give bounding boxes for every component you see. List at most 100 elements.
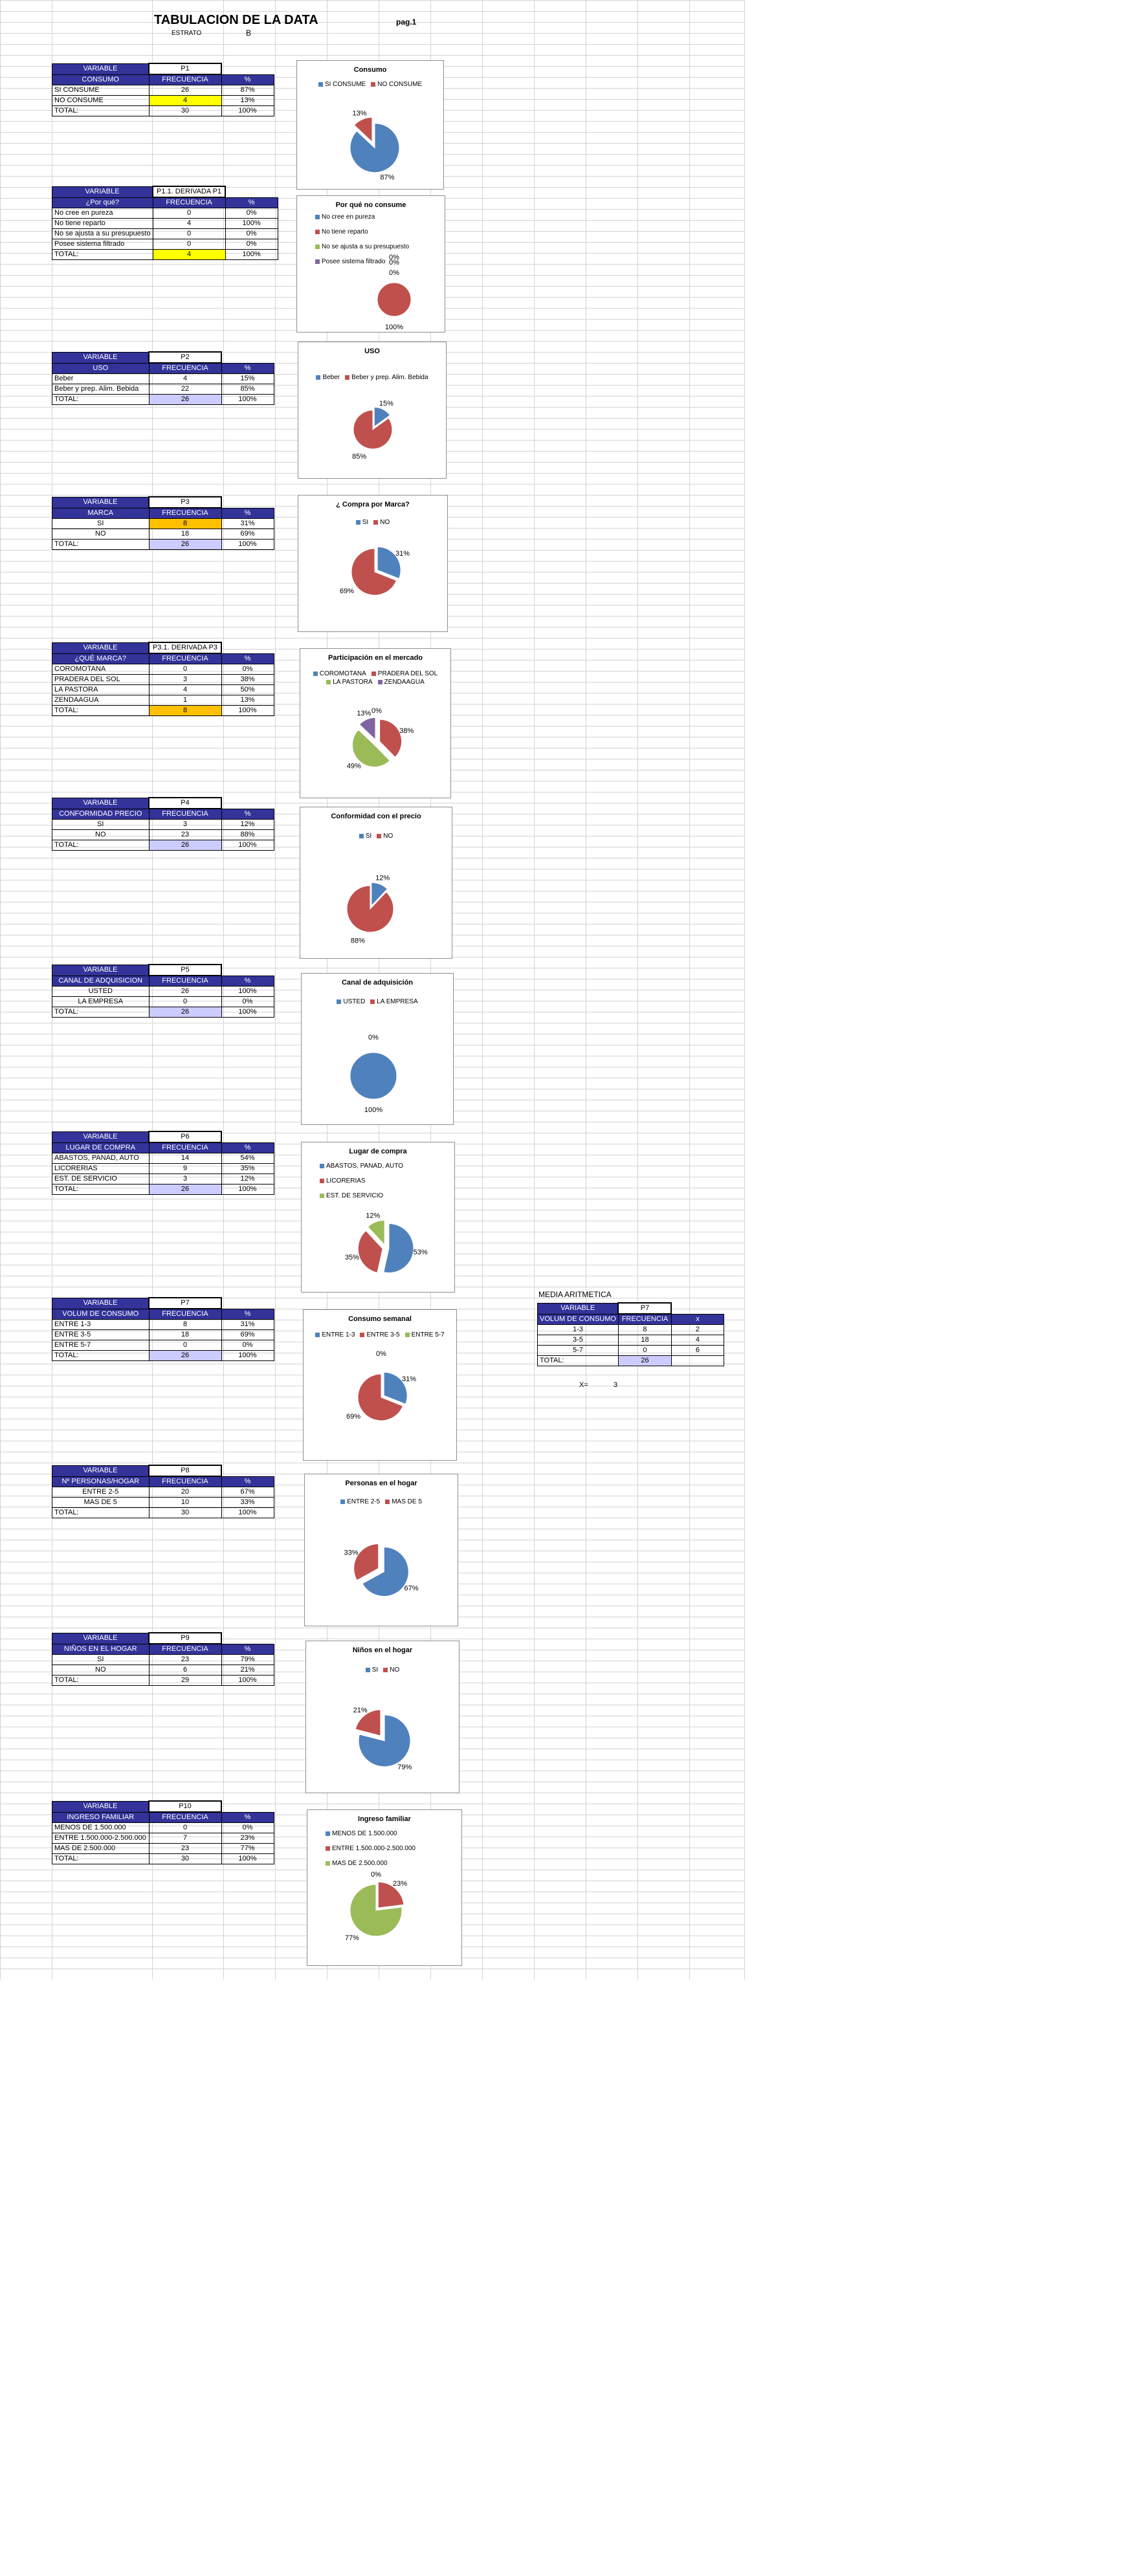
row-label[interactable]: LICORERIAS: [52, 1163, 150, 1174]
total-percent[interactable]: 100%: [221, 1350, 274, 1361]
row-label[interactable]: Beber: [52, 373, 150, 384]
row-frequency[interactable]: 14: [148, 1153, 222, 1164]
pie-chart[interactable]: Niños en el hogar SI NO 79% 21%: [305, 1641, 460, 1793]
variable-code[interactable]: P5: [148, 964, 222, 976]
row-percent[interactable]: 31%: [221, 518, 274, 529]
row-percent[interactable]: 100%: [225, 218, 278, 229]
row-label[interactable]: EST. DE SERVICIO: [52, 1173, 150, 1184]
total-frequency[interactable]: 26: [148, 1350, 222, 1361]
pie-chart[interactable]: Participación en el mercado COROMOTANA PRA…: [300, 648, 451, 798]
pie-chart[interactable]: ¿ Compra por Marca? SI NO 31% 69%: [298, 495, 448, 632]
row-percent[interactable]: 85%: [221, 384, 274, 395]
variable-code[interactable]: P7: [148, 1297, 222, 1309]
row-frequency[interactable]: 23: [148, 1843, 222, 1854]
media-cell[interactable]: 5-7: [537, 1345, 619, 1356]
total-frequency[interactable]: 26: [148, 539, 222, 550]
variable-code[interactable]: P1.1. DERIVADA P1: [152, 186, 227, 198]
row-frequency[interactable]: 26: [148, 986, 222, 997]
pie-slice[interactable]: [359, 717, 376, 741]
pie-slice[interactable]: [349, 1884, 403, 1937]
media-result-value[interactable]: 3: [614, 1381, 618, 1389]
pie-slice[interactable]: [377, 282, 412, 317]
row-label[interactable]: PRADERA DEL SOL: [52, 674, 150, 685]
row-frequency[interactable]: 10: [148, 1497, 222, 1508]
total-frequency[interactable]: 26: [148, 1007, 222, 1018]
row-percent[interactable]: 100%: [221, 986, 274, 997]
media-cell[interactable]: 4: [670, 1335, 724, 1346]
row-percent[interactable]: 79%: [221, 1654, 274, 1665]
row-percent[interactable]: 88%: [221, 829, 274, 840]
row-frequency[interactable]: 0: [152, 239, 226, 250]
media-total-value[interactable]: 26: [617, 1355, 672, 1366]
row-frequency[interactable]: 0: [148, 996, 222, 1007]
total-percent[interactable]: 100%: [221, 1675, 274, 1686]
row-percent[interactable]: 69%: [221, 529, 274, 540]
row-label[interactable]: LA EMPRESA: [52, 996, 150, 1007]
row-percent[interactable]: 0%: [221, 1340, 274, 1351]
variable-code[interactable]: P4: [148, 797, 222, 809]
row-percent[interactable]: 35%: [221, 1163, 274, 1174]
variable-code[interactable]: P1: [148, 63, 222, 75]
pie-slice[interactable]: [346, 885, 394, 933]
variable-code[interactable]: P10: [148, 1800, 222, 1813]
row-percent[interactable]: 0%: [225, 239, 278, 250]
row-percent[interactable]: 15%: [221, 373, 274, 384]
total-frequency[interactable]: 4: [152, 249, 226, 260]
pie-chart[interactable]: Canal de adquisición USTED LA EMPRESA 100% 0…: [301, 973, 454, 1125]
pie-chart[interactable]: Ingreso familiar MENOS DE 1.500.000 ENTRE …: [307, 1809, 462, 1966]
row-label[interactable]: USTED: [52, 986, 150, 997]
media-cell[interactable]: 6: [670, 1345, 724, 1356]
row-percent[interactable]: 69%: [221, 1329, 274, 1340]
row-label[interactable]: MENOS DE 1.500.000: [52, 1822, 150, 1833]
row-frequency[interactable]: 0: [148, 1822, 222, 1833]
row-label[interactable]: No se ajusta a su presupuesto: [52, 228, 153, 239]
row-label[interactable]: ABASTOS, PANAD, AUTO: [52, 1153, 150, 1164]
pie-slice[interactable]: [349, 123, 400, 173]
pie-slice[interactable]: [383, 1223, 414, 1273]
total-frequency[interactable]: 26: [148, 1184, 222, 1195]
row-frequency[interactable]: 23: [148, 829, 222, 840]
pie-slice[interactable]: [383, 1371, 408, 1405]
row-frequency[interactable]: 20: [148, 1487, 222, 1498]
row-label[interactable]: SI: [52, 819, 150, 830]
variable-code[interactable]: P3.1. DERIVADA P3: [148, 642, 222, 654]
total-percent[interactable]: 100%: [221, 840, 274, 851]
row-percent[interactable]: 0%: [221, 996, 274, 1007]
pie-slice[interactable]: [351, 548, 397, 596]
row-frequency[interactable]: 18: [148, 529, 222, 540]
row-percent[interactable]: 13%: [221, 695, 274, 706]
row-frequency[interactable]: 0: [152, 228, 226, 239]
pie-slice[interactable]: [367, 1219, 385, 1246]
row-label[interactable]: Posee sistema filtrado: [52, 239, 153, 250]
pie-slice[interactable]: [353, 1543, 379, 1581]
variable-code[interactable]: P8: [148, 1465, 222, 1477]
row-percent[interactable]: 54%: [221, 1153, 274, 1164]
total-percent[interactable]: 100%: [221, 105, 274, 116]
row-label[interactable]: SI: [52, 518, 150, 529]
pie-slice[interactable]: [353, 116, 373, 143]
row-percent[interactable]: 31%: [221, 1319, 274, 1330]
pie-slice[interactable]: [371, 882, 388, 907]
pie-slice[interactable]: [352, 729, 391, 767]
row-percent[interactable]: 87%: [221, 85, 274, 96]
row-label[interactable]: NO CONSUME: [52, 95, 150, 106]
pie-chart[interactable]: Consumo semanal ENTRE 1-3 ENTRE 3-5 ENTRE 5…: [303, 1309, 457, 1461]
row-percent[interactable]: 21%: [221, 1665, 274, 1675]
row-label[interactable]: SI: [52, 1654, 150, 1665]
row-frequency[interactable]: 8: [148, 518, 222, 529]
row-frequency[interactable]: 26: [148, 85, 222, 96]
row-label[interactable]: ENTRE 3-5: [52, 1329, 150, 1340]
row-percent[interactable]: 0%: [221, 1822, 274, 1833]
row-frequency[interactable]: 7: [148, 1833, 222, 1844]
row-label[interactable]: ENTRE 1.500.000-2.500.000: [52, 1833, 150, 1844]
row-percent[interactable]: 67%: [221, 1487, 274, 1498]
pie-slice[interactable]: [373, 407, 391, 428]
row-frequency[interactable]: 4: [152, 218, 226, 229]
total-frequency[interactable]: 26: [148, 840, 222, 851]
row-frequency[interactable]: 3: [148, 819, 222, 830]
variable-code[interactable]: P6: [148, 1131, 222, 1143]
row-percent[interactable]: 12%: [221, 1173, 274, 1184]
row-label[interactable]: MAS DE 5: [52, 1497, 150, 1508]
row-percent[interactable]: 12%: [221, 819, 274, 830]
row-label[interactable]: ENTRE 5-7: [52, 1340, 150, 1351]
